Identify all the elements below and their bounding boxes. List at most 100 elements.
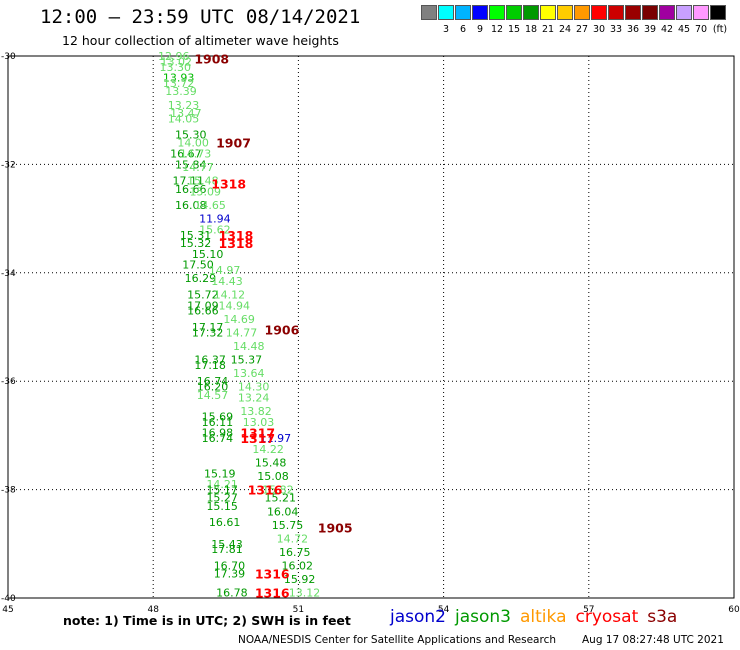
legend-label: 6 <box>459 24 467 35</box>
legend-label: 3 <box>442 24 450 35</box>
legend-swatch <box>693 5 709 20</box>
wave-height-label: 16.74 <box>202 432 234 445</box>
wave-height-label: 15.21 <box>265 492 297 505</box>
satellite-cryosat: cryosat <box>575 607 639 627</box>
lat-tick-label: -40 <box>1 594 16 604</box>
wave-height-label: 15.43 <box>211 538 243 551</box>
legend-label: 36 <box>626 24 640 35</box>
legend-label: 12 <box>490 24 504 35</box>
legend-label: 9 <box>476 24 484 35</box>
wave-height-label: 14.77 <box>226 326 257 339</box>
pass-id-label: 1316 <box>255 586 290 601</box>
wave-height-label: 14.43 <box>211 275 243 288</box>
pass-id-label: 1318 <box>219 228 254 243</box>
lat-tick-label: -30 <box>1 52 16 62</box>
wave-height-label: 15.48 <box>187 175 219 188</box>
wave-height-label: 16.70 <box>214 559 246 572</box>
wave-height-label: 16.02 <box>281 559 313 572</box>
wave-height-label: 13.24 <box>238 391 270 404</box>
wave-height-label: 13.64 <box>233 367 265 380</box>
pass-id-label: 1907 <box>216 136 251 151</box>
wave-height-label: 15.82 <box>262 484 294 497</box>
observation-labels: 12.9613.0213.3013.9313.7213.3913.2313.47… <box>158 50 320 600</box>
wave-height-label: 16.29 <box>185 272 217 285</box>
wave-height-label: 17.17 <box>192 321 224 334</box>
wave-height-label: 15.84 <box>175 158 207 171</box>
wave-height-label: 11.94 <box>199 213 231 226</box>
wave-height-label: 14.57 <box>197 389 229 402</box>
lon-tick-label: 57 <box>583 605 594 615</box>
wave-height-label: 17.18 <box>194 359 226 372</box>
legend-swatch <box>455 5 471 20</box>
legend-label: 70 <box>694 24 708 35</box>
wave-height-label: 11.97 <box>260 432 292 445</box>
satellite-legend: jason2 jason3 altika cryosat s3a <box>390 607 686 627</box>
legend-label: 24 <box>558 24 572 35</box>
wave-height-label: 13.30 <box>159 61 191 74</box>
pass-id-label: 1318 <box>211 176 246 191</box>
legend-swatch <box>421 5 437 20</box>
wave-height-label: 16.67 <box>170 148 202 161</box>
lon-tick-label: 60 <box>728 605 740 615</box>
legend-label: 42 <box>660 24 674 35</box>
wave-height-label: 13.93 <box>163 72 195 85</box>
wave-height-label: 14.22 <box>252 443 283 456</box>
wave-height-label: 15.30 <box>175 129 207 142</box>
wave-height-label: 14.00 <box>177 137 209 150</box>
wave-height-label: 13.12 <box>289 587 321 600</box>
wave-height-label: 15.19 <box>204 467 236 480</box>
wave-height-label: 13.47 <box>170 107 202 120</box>
legend-swatch <box>625 5 641 20</box>
map-frame <box>7 55 735 599</box>
legend-swatch <box>659 5 675 20</box>
pass-id-label: 1316 <box>248 483 283 498</box>
legend-swatch <box>438 5 454 20</box>
pass-id-label: 1906 <box>265 323 300 338</box>
wave-height-label: 14.69 <box>223 313 255 326</box>
wave-height-label: 16.08 <box>175 199 207 212</box>
wave-height-label: 16.66 <box>187 305 219 318</box>
legend-label: 27 <box>575 24 589 35</box>
wave-height-label: 17.50 <box>182 259 214 272</box>
legend-swatch <box>523 5 539 20</box>
wave-height-label: 14.94 <box>219 299 251 312</box>
wave-height-label: 15.48 <box>255 457 287 470</box>
legend-label: 33 <box>609 24 623 35</box>
legend-swatch <box>472 5 488 20</box>
wave-height-label: 16.98 <box>202 427 234 440</box>
wave-height-label: 15.27 <box>206 492 238 505</box>
legend-swatch <box>540 5 556 20</box>
pass-id-label: 1317 <box>240 426 275 441</box>
legend-label: 30 <box>592 24 606 35</box>
satellite-s3a: s3a <box>647 607 678 627</box>
wave-height-label: 15.92 <box>284 573 316 586</box>
wave-height-label: 15.37 <box>231 354 263 367</box>
legend-swatch <box>574 5 590 20</box>
wave-height-label: 15.31 <box>180 229 212 242</box>
wave-height-label: 15.10 <box>192 248 224 261</box>
legend-swatch <box>608 5 624 20</box>
wave-height-label: 14.21 <box>206 478 238 491</box>
wave-height-label: 17.39 <box>214 568 246 581</box>
wave-height-label: 16.66 <box>175 183 207 196</box>
legend-label: 39 <box>643 24 657 35</box>
lon-tick-label: 54 <box>438 605 450 615</box>
wave-height-label: 12.96 <box>158 50 190 63</box>
wave-height-label: 15.08 <box>257 470 289 483</box>
wave-height-label: 15.72 <box>187 288 219 301</box>
wave-height-label: 13.23 <box>168 99 200 112</box>
wave-height-label: 17.32 <box>192 326 224 339</box>
wave-height-label: 16.78 <box>216 587 248 600</box>
pass-id-label: 1905 <box>318 521 353 536</box>
wave-height-label: 14.65 <box>194 199 226 212</box>
lon-tick-label: 45 <box>2 605 13 615</box>
legend-swatch <box>557 5 573 20</box>
wave-height-label: 15.17 <box>206 484 238 497</box>
wave-height-label: 14.73 <box>180 148 212 161</box>
wave-height-label: 16.04 <box>267 505 299 518</box>
wave-height-label: 13.03 <box>243 416 274 429</box>
map-grid <box>7 55 735 599</box>
wave-height-label: 14.05 <box>168 112 200 125</box>
pass-id-label: 1908 <box>194 52 229 67</box>
